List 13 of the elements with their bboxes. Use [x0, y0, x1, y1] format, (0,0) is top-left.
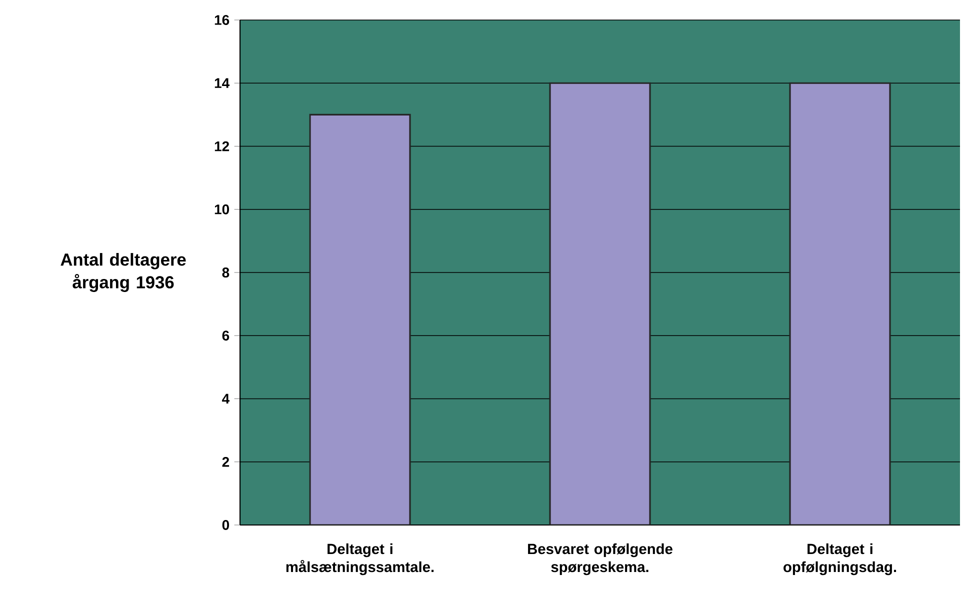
y-tick-label: 12 — [214, 141, 230, 152]
y-tick-label: 2 — [222, 456, 230, 467]
y-tick-label: 10 — [214, 204, 230, 214]
y-tick-label: 0 — [222, 520, 230, 530]
y-tick-label: 6 — [222, 330, 230, 341]
y-tick-label: 14 — [214, 78, 230, 88]
x-tick-label: Besvaret opfølgende spørgeskema. — [528, 543, 672, 576]
x-tick-label: Deltaget i opfølgningsdag. — [784, 543, 896, 576]
y-tick-label: 4 — [222, 394, 230, 404]
y-tick-label: 8 — [222, 268, 230, 278]
y-axis-title: Antal deltagere årgang 1936 — [60, 253, 186, 292]
x-tick-label: Deltaget i målsætningssamtale. — [286, 543, 434, 576]
y-tick-label: 16 — [214, 15, 230, 25]
